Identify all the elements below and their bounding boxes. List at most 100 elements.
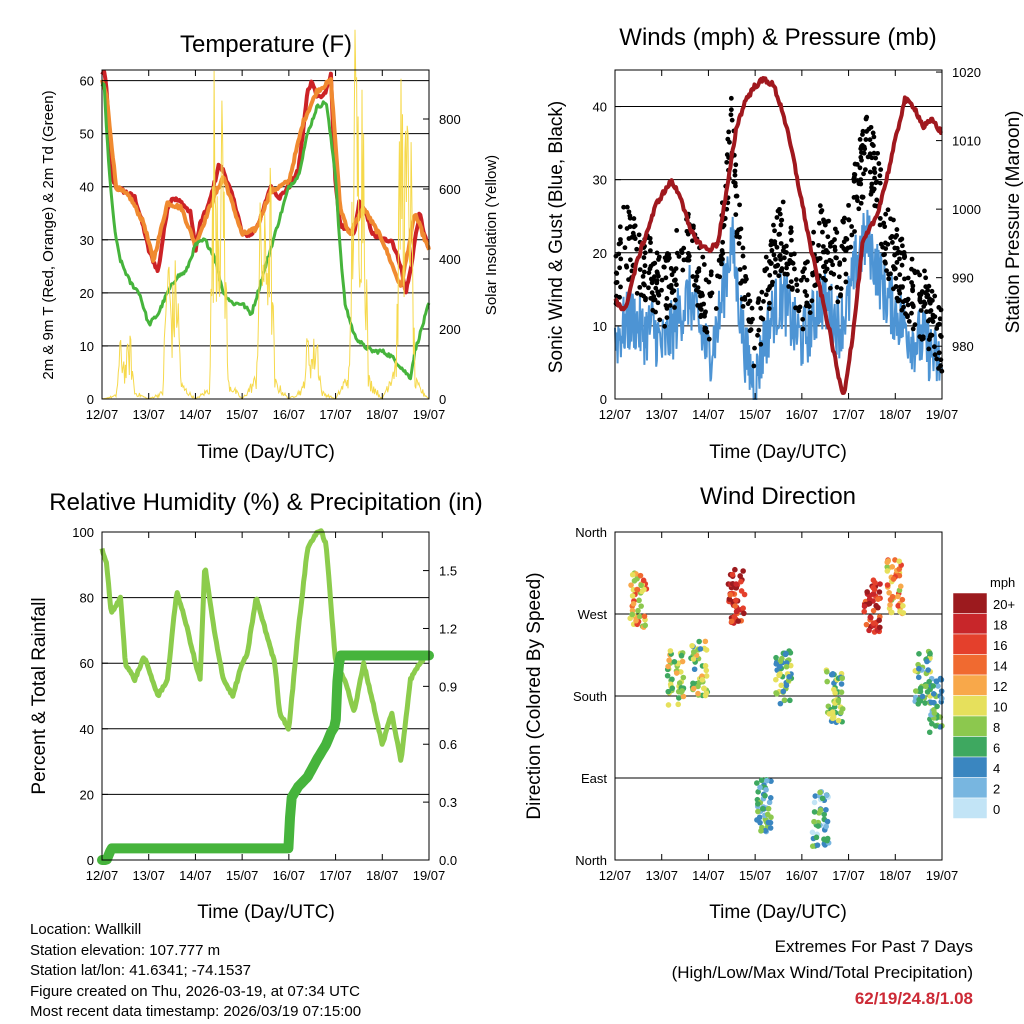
gust-point [899,236,905,242]
direction-point [664,672,671,679]
direction-point [755,808,761,815]
direction-point [877,624,883,631]
gust-point [784,271,790,277]
gust-point [634,290,640,296]
gust-point [724,159,730,165]
y2-tick-label: 600 [439,182,461,197]
direction-point [763,786,769,793]
gust-point [737,267,743,272]
direction-point [817,807,824,813]
direction-point [892,557,898,563]
gust-point [874,197,880,203]
gust-point [869,141,875,147]
gust-point [772,241,778,247]
gust-point [695,303,701,308]
gust-point [804,277,810,283]
direction-point [813,834,820,841]
x-tick-label: 15/07 [739,407,772,422]
gust-point [841,257,847,263]
x-tick-label: 15/07 [739,868,772,883]
gust-point [866,126,872,132]
gust-point [926,346,932,352]
winds-xlabel: Time (Day/UTC) [709,442,847,463]
direction-point [828,671,835,678]
gust-point [800,326,806,332]
gust-point [755,300,761,305]
gust-point [673,277,678,283]
gust-point [642,282,647,288]
gust-point [647,248,653,254]
x-tick-label: 18/07 [879,868,912,883]
station-pressure-line [613,76,943,395]
x-tick-label: 19/07 [926,868,959,883]
gust-point [751,363,757,369]
gust-point [817,203,823,209]
gust-point [742,265,747,270]
direction-point [755,788,761,795]
legend-label: 20+ [993,597,1015,612]
x-tick-label: 19/07 [926,407,959,422]
direction-point [690,649,697,655]
legend-swatch [952,736,988,758]
y2-tick-label: 0.0 [439,853,457,868]
gust-point [934,356,940,362]
x-tick-label: 19/07 [413,407,446,422]
gust-point [708,293,713,299]
direction-panel: Wind Direction 12/07 13/07 14/07 15/07 16/07… [524,483,1015,923]
direction-point [740,605,746,611]
direction-point [872,580,878,586]
gust-point [669,290,675,295]
direction-point [699,677,706,683]
gust-point [649,290,655,296]
gust-point [876,161,882,166]
gust-point [715,273,720,279]
gust-point [716,258,722,263]
gust-point [779,268,785,274]
direction-point [735,618,742,624]
direction-point [930,683,936,689]
legend-swatch [952,777,988,799]
gust-point [843,279,849,285]
gust-point [870,130,876,136]
extremes-heading: Extremes For Past 7 Days [774,937,973,956]
gust-point [841,219,846,225]
gust-point [905,313,910,319]
gust-point [896,288,902,293]
gust-point [681,257,687,263]
gust-point [738,280,744,286]
gust-point [802,260,808,266]
y2-tick-label: 1.5 [439,564,457,579]
gust-point [835,299,841,305]
gust-point [744,276,749,282]
temperature-ticks: 12/07 13/07 14/07 15/07 16/07 17/07 18/07 19/07… [80,70,461,422]
gust-point [893,275,899,281]
gust-point [869,155,875,161]
gust-point [638,292,644,298]
direction-point [767,825,774,831]
gust-point [676,254,682,259]
direction-point [759,805,766,812]
gust-point [910,326,916,332]
legend-label: 0 [993,802,1000,817]
direction-point [669,676,675,683]
gust-point [878,167,884,173]
gust-point [662,323,668,329]
direction-point [634,586,640,593]
gust-point [661,264,667,270]
gust-point [656,257,661,262]
direction-point [895,602,901,609]
legend-label: 16 [993,638,1007,653]
gust-point [657,317,663,323]
y-tick-label: 100 [72,525,94,540]
gust-point [900,299,906,305]
gust-point [873,155,879,161]
direction-point [777,700,784,707]
direction-point [778,682,785,689]
legend-swatch [952,674,988,696]
gust-point [852,161,858,167]
gust-point [802,289,808,294]
gust-point [684,228,690,234]
gust-point [928,308,934,313]
x-tick-label: 17/07 [832,868,865,883]
direction-point [917,685,924,691]
